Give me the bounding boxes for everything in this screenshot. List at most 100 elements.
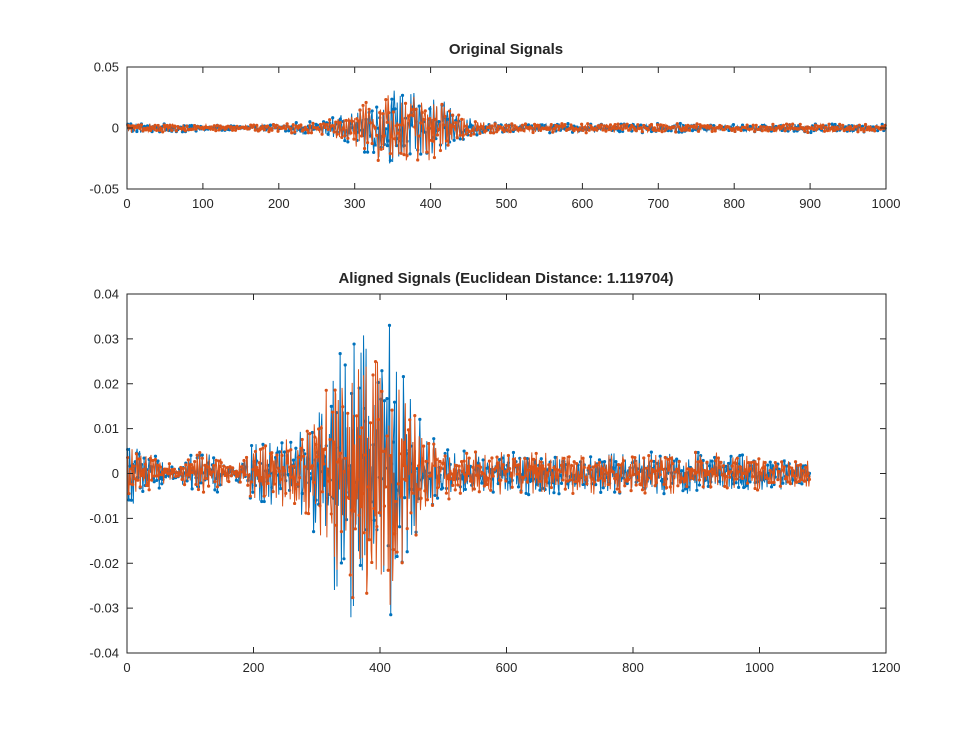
data-point: [261, 446, 265, 450]
data-point: [669, 456, 674, 460]
data-point: [591, 465, 595, 469]
data-point: [753, 486, 757, 491]
data-point: [237, 471, 241, 475]
data-point: [172, 467, 177, 471]
data-point: [519, 490, 523, 494]
x-tick-label: 600: [572, 196, 594, 211]
data-point: [132, 464, 136, 468]
data-point: [681, 489, 685, 493]
data-point: [303, 465, 307, 469]
data-point: [426, 126, 430, 130]
data-point: [360, 426, 364, 430]
data-point: [733, 461, 737, 465]
data-point: [423, 109, 427, 113]
data-point: [693, 125, 698, 129]
data-point: [614, 126, 619, 131]
data-point: [660, 130, 664, 134]
data-point: [621, 459, 626, 463]
data-point: [580, 122, 584, 126]
data-point: [317, 128, 321, 132]
data-point: [174, 474, 178, 478]
data-point: [594, 482, 598, 487]
data-point: [181, 466, 185, 471]
data-point: [613, 123, 617, 127]
data-point: [738, 453, 742, 458]
data-point: [490, 124, 494, 128]
data-point: [433, 464, 437, 468]
data-point: [800, 477, 804, 482]
data-point: [502, 129, 506, 134]
data-point: [742, 471, 746, 475]
data-point: [695, 122, 699, 126]
data-point: [611, 466, 615, 470]
data-point: [484, 129, 488, 133]
data-point: [151, 458, 155, 463]
data-point: [714, 459, 718, 463]
data-point: [339, 561, 344, 565]
data-point: [558, 470, 562, 474]
data-point: [238, 480, 242, 484]
data-point: [274, 123, 279, 127]
data-point: [658, 473, 662, 477]
data-point: [277, 450, 282, 454]
data-point: [649, 459, 653, 463]
data-point: [192, 124, 197, 128]
data-point: [153, 457, 158, 462]
data-point: [318, 122, 323, 127]
data-point: [857, 123, 862, 127]
data-point: [381, 449, 385, 453]
data-point: [713, 129, 717, 133]
data-point: [449, 123, 453, 127]
data-point: [729, 454, 733, 458]
data-point: [209, 125, 213, 129]
data-point: [136, 478, 140, 482]
data-point: [757, 127, 761, 131]
data-point: [677, 459, 681, 464]
data-point: [476, 464, 480, 468]
data-point: [654, 480, 659, 485]
data-point: [781, 481, 785, 485]
data-point: [511, 127, 515, 132]
data-point: [428, 107, 432, 111]
data-point: [250, 480, 254, 484]
data-point: [228, 465, 232, 469]
data-point: [647, 453, 651, 458]
data-point: [471, 465, 475, 469]
data-point: [455, 136, 459, 140]
data-point: [748, 480, 752, 484]
data-point: [388, 158, 392, 163]
data-point: [300, 491, 304, 496]
data-point: [280, 453, 284, 458]
data-point: [663, 128, 667, 132]
data-point: [868, 125, 872, 129]
data-point: [798, 122, 802, 126]
data-point: [171, 470, 175, 474]
data-point: [256, 468, 260, 473]
data-point: [854, 124, 859, 129]
data-point: [697, 478, 702, 482]
data-point: [227, 479, 231, 484]
data-point: [129, 498, 134, 502]
data-point: [801, 469, 805, 473]
data-point: [193, 460, 197, 464]
data-point: [529, 126, 534, 130]
data-point: [346, 140, 350, 144]
data-point: [246, 483, 250, 487]
data-point: [558, 124, 562, 128]
data-point: [534, 451, 538, 456]
data-point: [464, 132, 468, 136]
data-point: [441, 123, 446, 127]
data-point: [252, 123, 256, 127]
data-point: [190, 470, 194, 475]
data-point: [564, 471, 569, 475]
data-point: [344, 495, 349, 499]
data-point: [452, 477, 456, 482]
data-point: [743, 468, 747, 472]
data-point: [248, 494, 252, 498]
data-point: [313, 435, 317, 439]
data-point: [780, 460, 784, 464]
data-point: [153, 123, 157, 127]
data-point: [462, 459, 466, 463]
data-point: [437, 127, 441, 132]
data-point: [654, 129, 658, 133]
